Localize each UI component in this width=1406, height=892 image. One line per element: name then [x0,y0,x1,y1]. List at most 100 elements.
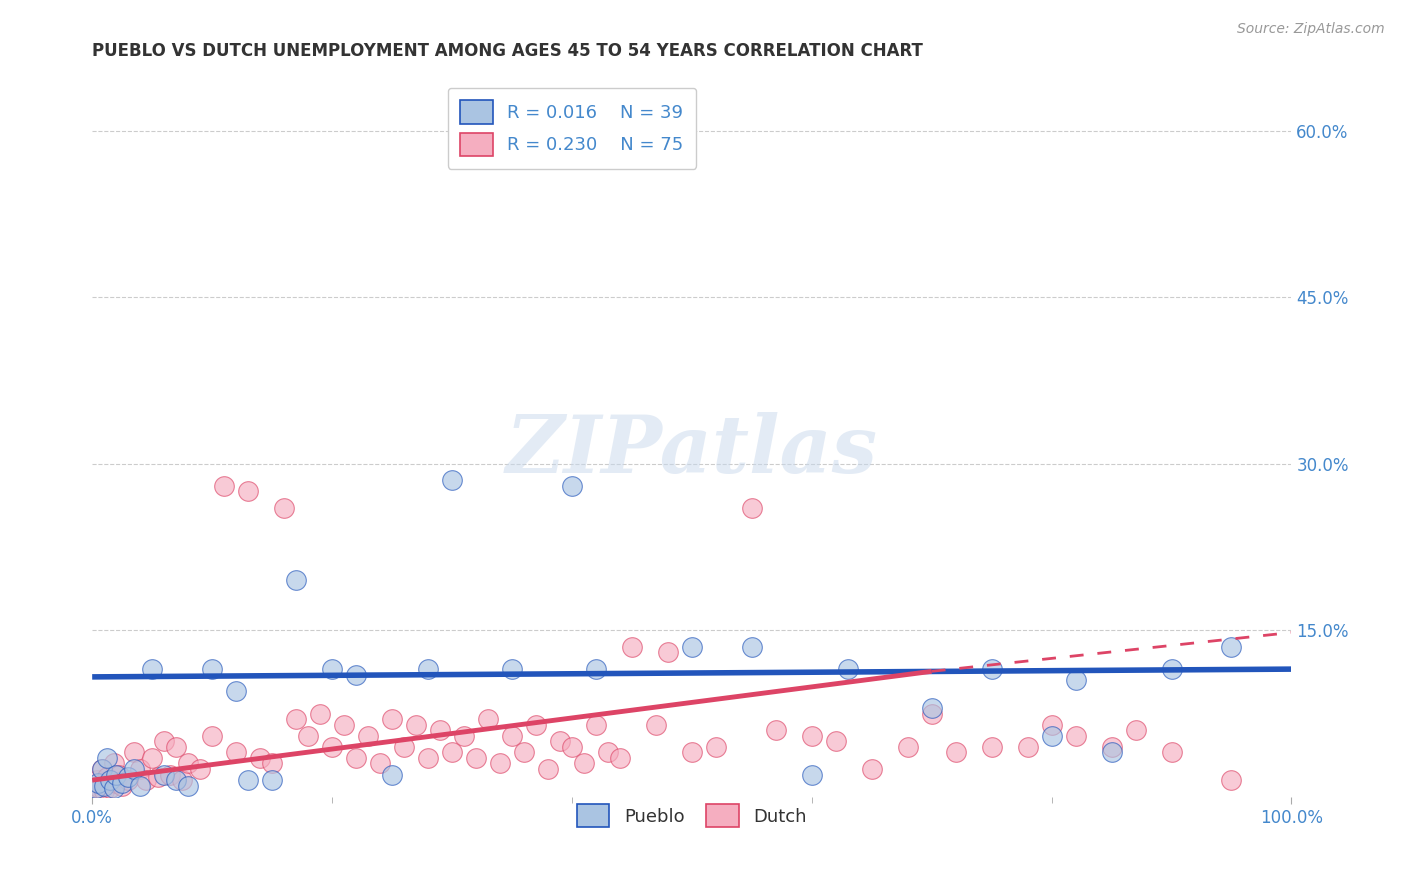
Point [548,734,571,748]
Point [921,706,943,721]
Point [501,729,523,743]
Point [111,776,134,790]
Point [273,501,295,516]
Point [172,773,194,788]
Point [824,734,846,748]
Point [1064,729,1087,743]
Point [344,667,367,681]
Point [249,751,271,765]
Point [921,701,943,715]
Point [321,739,343,754]
Point [1160,745,1182,759]
Point [561,739,583,754]
Point [159,767,181,781]
Point [477,712,499,726]
Point [262,773,284,788]
Point [285,574,308,588]
Point [141,662,163,676]
Point [561,479,583,493]
Point [98,780,121,795]
Point [129,762,152,776]
Point [765,723,787,738]
Point [741,640,763,654]
Point [107,767,129,781]
Point [1101,745,1123,759]
Point [1101,739,1123,754]
Point [111,779,134,793]
Point [657,645,679,659]
Point [117,770,139,784]
Point [405,717,427,731]
Point [96,770,118,784]
Text: ZIPatlas: ZIPatlas [506,412,877,489]
Point [524,717,547,731]
Point [153,767,176,781]
Point [741,501,763,516]
Point [392,739,415,754]
Point [609,751,631,765]
Point [344,751,367,765]
Point [285,712,308,726]
Point [945,745,967,759]
Point [90,762,112,776]
Point [146,770,169,784]
Point [1125,723,1147,738]
Point [537,762,560,776]
Point [165,773,187,788]
Point [596,745,619,759]
Point [201,729,224,743]
Point [321,662,343,676]
Point [620,640,643,654]
Point [1220,640,1243,654]
Point [117,773,139,788]
Point [105,776,128,790]
Point [105,767,128,781]
Point [177,756,200,771]
Point [1160,662,1182,676]
Point [236,484,259,499]
Point [381,712,404,726]
Point [141,751,163,765]
Point [225,745,247,759]
Point [381,767,404,781]
Point [465,751,488,765]
Point [644,717,666,731]
Point [201,662,224,676]
Point [357,729,380,743]
Point [87,776,110,790]
Point [225,684,247,698]
Point [860,762,883,776]
Point [681,640,703,654]
Point [122,762,145,776]
Point [585,717,607,731]
Point [262,756,284,771]
Point [103,756,125,771]
Point [84,780,107,795]
Point [212,479,235,493]
Point [704,739,727,754]
Point [83,784,105,798]
Text: Source: ZipAtlas.com: Source: ZipAtlas.com [1237,22,1385,37]
Point [96,751,118,765]
Point [1017,739,1039,754]
Point [177,779,200,793]
Point [309,706,332,721]
Point [800,729,823,743]
Point [429,723,451,738]
Point [453,729,475,743]
Point [501,662,523,676]
Point [585,662,607,676]
Legend: Pueblo, Dutch: Pueblo, Dutch [569,797,814,835]
Point [188,762,211,776]
Point [89,780,111,795]
Point [416,662,439,676]
Point [980,739,1002,754]
Point [98,773,121,788]
Point [440,474,463,488]
Point [165,739,187,754]
Point [1040,717,1063,731]
Point [297,729,319,743]
Point [103,780,125,795]
Point [236,773,259,788]
Point [897,739,920,754]
